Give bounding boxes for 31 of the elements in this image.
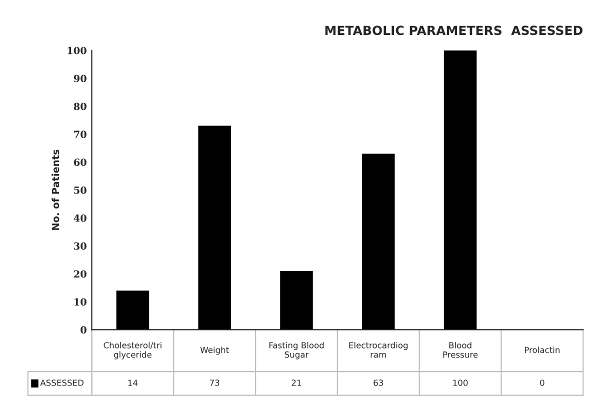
data-label: 73 xyxy=(210,380,220,386)
x-tick-label: Prolactin xyxy=(524,346,560,354)
x-tick-label: Electrocardiog ram xyxy=(349,342,408,358)
data-label: 21 xyxy=(292,380,302,386)
bar xyxy=(362,154,395,330)
y-tick-label: 60 xyxy=(74,158,86,166)
legend-label: ASSESSED xyxy=(40,380,84,386)
y-tick-label: 70 xyxy=(74,130,86,138)
chart-title: METABOLIC PARAMETERS ASSESSED xyxy=(325,26,582,36)
data-label: 0 xyxy=(540,380,544,386)
x-tick-label: Blood Pressure xyxy=(443,342,478,358)
y-tick-label: 10 xyxy=(74,298,86,306)
x-tick-label: Weight xyxy=(200,346,229,355)
y-tick-label: 80 xyxy=(74,102,86,110)
y-tick-label: 50 xyxy=(74,186,86,194)
data-label: 100 xyxy=(453,380,468,386)
data-label: 63 xyxy=(374,380,384,386)
x-tick-label: Cholesterol/tri glyceride xyxy=(104,342,162,360)
y-tick-label: 40 xyxy=(74,214,86,222)
y-tick-label: 0 xyxy=(80,326,86,334)
y-tick-label: 100 xyxy=(68,46,86,54)
bar xyxy=(444,50,477,330)
y-axis-title: No. of Patients xyxy=(52,150,60,230)
bar xyxy=(280,271,313,330)
bar xyxy=(116,290,150,330)
y-tick-label: 20 xyxy=(74,270,86,278)
data-label: 14 xyxy=(128,380,138,386)
y-tick-label: 30 xyxy=(74,242,86,250)
y-tick-label: 90 xyxy=(74,74,86,82)
x-tick-label: Fasting Blood Sugar xyxy=(269,342,324,360)
bar xyxy=(198,126,231,330)
